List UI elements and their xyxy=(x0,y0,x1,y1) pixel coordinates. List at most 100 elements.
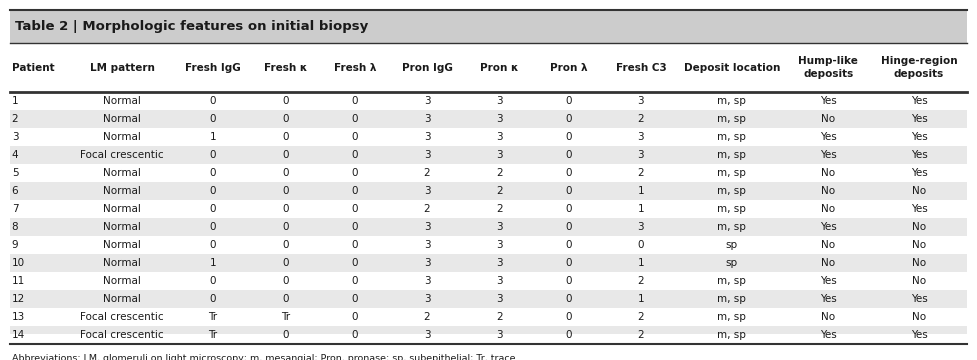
Text: Normal: Normal xyxy=(104,258,141,268)
Text: 2: 2 xyxy=(424,168,430,178)
Text: Yes: Yes xyxy=(820,330,836,341)
Text: 0: 0 xyxy=(210,222,216,232)
Text: Yes: Yes xyxy=(911,204,927,214)
Text: m, sp: m, sp xyxy=(717,330,746,341)
Text: 3: 3 xyxy=(424,258,430,268)
Text: 0: 0 xyxy=(352,222,358,232)
Text: No: No xyxy=(912,258,926,268)
Bar xyxy=(10,128,967,146)
Text: 0: 0 xyxy=(210,204,216,214)
Text: No: No xyxy=(912,276,926,286)
Text: Normal: Normal xyxy=(104,168,141,178)
Text: sp: sp xyxy=(726,258,738,268)
Text: Fresh IgG: Fresh IgG xyxy=(186,63,241,73)
Text: 3: 3 xyxy=(424,276,430,286)
Text: 3: 3 xyxy=(496,96,502,106)
Text: 2: 2 xyxy=(424,204,430,214)
Bar xyxy=(10,182,967,200)
Text: Yes: Yes xyxy=(911,132,927,142)
Text: Yes: Yes xyxy=(820,222,836,232)
Text: 0: 0 xyxy=(566,186,572,196)
Text: m, sp: m, sp xyxy=(717,186,746,196)
Text: Pron κ: Pron κ xyxy=(480,63,519,73)
Text: 4: 4 xyxy=(12,150,19,160)
Text: 3: 3 xyxy=(496,240,502,250)
Bar xyxy=(10,290,967,309)
Bar xyxy=(10,110,967,128)
Text: 5: 5 xyxy=(12,168,19,178)
Text: 3: 3 xyxy=(496,114,502,124)
Text: Abbreviations: LM, glomeruli on light microscopy; m, mesangial; Pron, pronase; s: Abbreviations: LM, glomeruli on light mi… xyxy=(12,355,518,360)
Text: 2: 2 xyxy=(638,168,644,178)
Text: Normal: Normal xyxy=(104,294,141,304)
Text: 3: 3 xyxy=(496,150,502,160)
Text: 3: 3 xyxy=(638,132,644,142)
Text: 3: 3 xyxy=(12,132,19,142)
Text: 0: 0 xyxy=(282,132,288,142)
Bar xyxy=(10,92,967,110)
Text: m, sp: m, sp xyxy=(717,96,746,106)
Text: 0: 0 xyxy=(566,276,572,286)
Text: Yes: Yes xyxy=(911,294,927,304)
Text: 0: 0 xyxy=(210,168,216,178)
Text: 3: 3 xyxy=(424,330,430,341)
Text: 0: 0 xyxy=(282,276,288,286)
Text: No: No xyxy=(912,186,926,196)
Text: 0: 0 xyxy=(352,240,358,250)
Text: 3: 3 xyxy=(638,96,644,106)
Text: 3: 3 xyxy=(424,240,430,250)
Text: Fresh C3: Fresh C3 xyxy=(616,63,666,73)
Text: 2: 2 xyxy=(638,312,644,323)
Text: 1: 1 xyxy=(638,204,644,214)
Text: 0: 0 xyxy=(566,150,572,160)
Text: Yes: Yes xyxy=(911,150,927,160)
Text: 2: 2 xyxy=(496,168,502,178)
Text: Normal: Normal xyxy=(104,186,141,196)
Text: Tr: Tr xyxy=(280,312,290,323)
Text: Normal: Normal xyxy=(104,114,141,124)
Text: 1: 1 xyxy=(638,294,644,304)
Text: Focal crescentic: Focal crescentic xyxy=(80,150,164,160)
Text: 3: 3 xyxy=(496,330,502,341)
Text: 2: 2 xyxy=(496,204,502,214)
Text: 0: 0 xyxy=(352,168,358,178)
Text: No: No xyxy=(821,240,835,250)
Text: 0: 0 xyxy=(282,258,288,268)
Text: 1: 1 xyxy=(210,258,216,268)
Text: 3: 3 xyxy=(638,222,644,232)
Text: No: No xyxy=(821,312,835,323)
Text: Patient: Patient xyxy=(12,63,55,73)
Text: 0: 0 xyxy=(282,96,288,106)
Text: Yes: Yes xyxy=(820,96,836,106)
Text: 6: 6 xyxy=(12,186,19,196)
Text: 3: 3 xyxy=(424,114,430,124)
Text: 1: 1 xyxy=(638,258,644,268)
Bar xyxy=(10,218,967,236)
Text: m, sp: m, sp xyxy=(717,222,746,232)
Text: 0: 0 xyxy=(566,240,572,250)
Text: 2: 2 xyxy=(12,114,19,124)
Text: Pron IgG: Pron IgG xyxy=(402,63,452,73)
Text: 0: 0 xyxy=(566,96,572,106)
Text: Focal crescentic: Focal crescentic xyxy=(80,312,164,323)
Text: 0: 0 xyxy=(352,204,358,214)
Text: 0: 0 xyxy=(210,240,216,250)
Text: Yes: Yes xyxy=(911,168,927,178)
Text: 0: 0 xyxy=(282,114,288,124)
Text: 0: 0 xyxy=(282,330,288,341)
Text: 0: 0 xyxy=(282,204,288,214)
Text: 0: 0 xyxy=(566,132,572,142)
Text: No: No xyxy=(912,222,926,232)
Text: 0: 0 xyxy=(352,258,358,268)
Text: 2: 2 xyxy=(424,312,430,323)
Text: Focal crescentic: Focal crescentic xyxy=(80,330,164,341)
Text: Normal: Normal xyxy=(104,222,141,232)
Text: 0: 0 xyxy=(210,294,216,304)
Text: 2: 2 xyxy=(496,186,502,196)
Text: Normal: Normal xyxy=(104,276,141,286)
Text: 9: 9 xyxy=(12,240,19,250)
Text: 2: 2 xyxy=(638,114,644,124)
Text: Tr: Tr xyxy=(208,330,218,341)
Text: Yes: Yes xyxy=(911,96,927,106)
Text: Normal: Normal xyxy=(104,240,141,250)
